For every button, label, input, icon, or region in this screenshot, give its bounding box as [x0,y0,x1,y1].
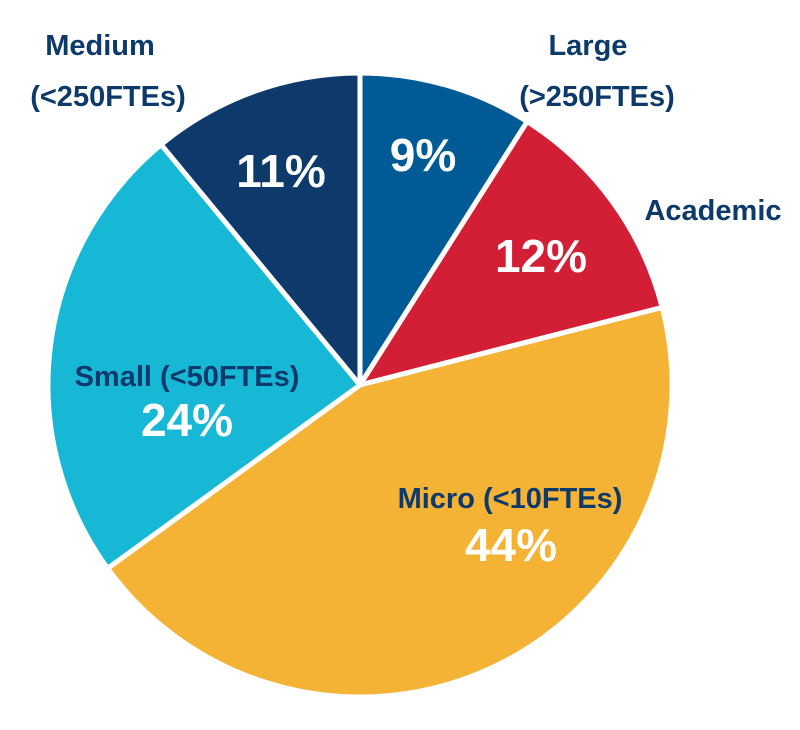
label-micro: Micro (<10FTEs) [398,483,623,515]
value-label-large: 9% [390,129,456,181]
pie-slices [45,70,675,700]
slice-large [357,70,530,388]
value-label-micro: 44% [465,519,557,571]
label-small: Small (<50FTEs) [75,361,300,393]
slice-academic [357,119,665,388]
slice-medium [158,70,363,388]
value-label-medium: 11% [236,145,326,197]
value-label-small: 24% [141,394,233,446]
label-medium: Medium (<250FTEs) [30,30,186,113]
label-large: Large (>250FTEs) [519,30,675,113]
slice-small [45,142,363,571]
value-label-academic: 12% [495,230,587,282]
label-academic: Academic [644,195,781,227]
slice-micro [105,304,675,700]
